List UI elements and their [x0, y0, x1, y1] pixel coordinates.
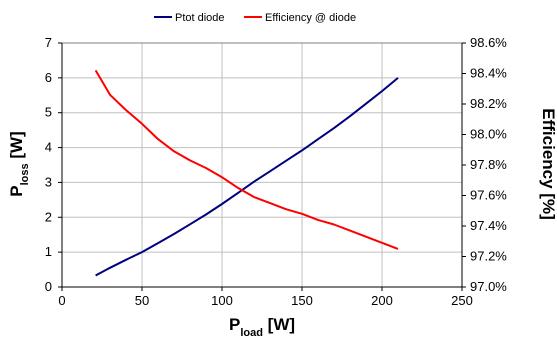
- x-tick-label: 150: [291, 293, 313, 308]
- y-left-tick-label: 2: [45, 209, 52, 224]
- series-layer: [94, 69, 399, 277]
- y-left-axis-title: Ploss [W]: [7, 131, 31, 196]
- x-axis-title: Pload [W]: [229, 315, 295, 337]
- y-left-tick-label: 1: [45, 244, 52, 259]
- series-line-ptot-diode: [95, 77, 399, 277]
- x-tick-label: 100: [211, 293, 233, 308]
- y-right-tick-label: 97.8%: [470, 157, 507, 172]
- grid-lines: [61, 42, 463, 288]
- y-right-tick-label: 98.4%: [470, 66, 507, 81]
- x-tick-label: 50: [135, 293, 149, 308]
- y-right-tick-label: 97.6%: [470, 188, 507, 203]
- y-left-tick-label: 3: [45, 174, 52, 189]
- y-left-tick-label: 7: [45, 35, 52, 50]
- y-right-tick-label: 97.4%: [470, 218, 507, 233]
- y-left-tick-label: 0: [45, 279, 52, 294]
- x-tick-label: 250: [451, 293, 473, 308]
- y-right-tick-label: 98.2%: [470, 96, 507, 111]
- series-line-efficiency: [94, 69, 399, 250]
- legend-label-ptot-diode: Ptot diode: [175, 12, 225, 24]
- y-right-tick-label: 98.0%: [470, 127, 507, 142]
- x-tick-label: 200: [371, 293, 393, 308]
- legend-label-efficiency: Efficiency @ diode: [265, 12, 356, 24]
- y-right-tick-label: 97.0%: [470, 279, 507, 294]
- y-right-tick-label: 98.6%: [470, 35, 507, 50]
- x-tick-label: 0: [58, 293, 65, 308]
- y-right-axis-title: Efficiency [%]: [539, 108, 557, 219]
- plot-area-frame: [61, 42, 463, 288]
- y-right-tick-label: 97.2%: [470, 249, 507, 264]
- y-left-tick-label: 6: [45, 70, 52, 85]
- legend: Ptot diode Efficiency @ diode: [154, 12, 356, 24]
- y-left-tick-label: 4: [45, 140, 52, 155]
- y-left-tick-label: 5: [45, 105, 52, 120]
